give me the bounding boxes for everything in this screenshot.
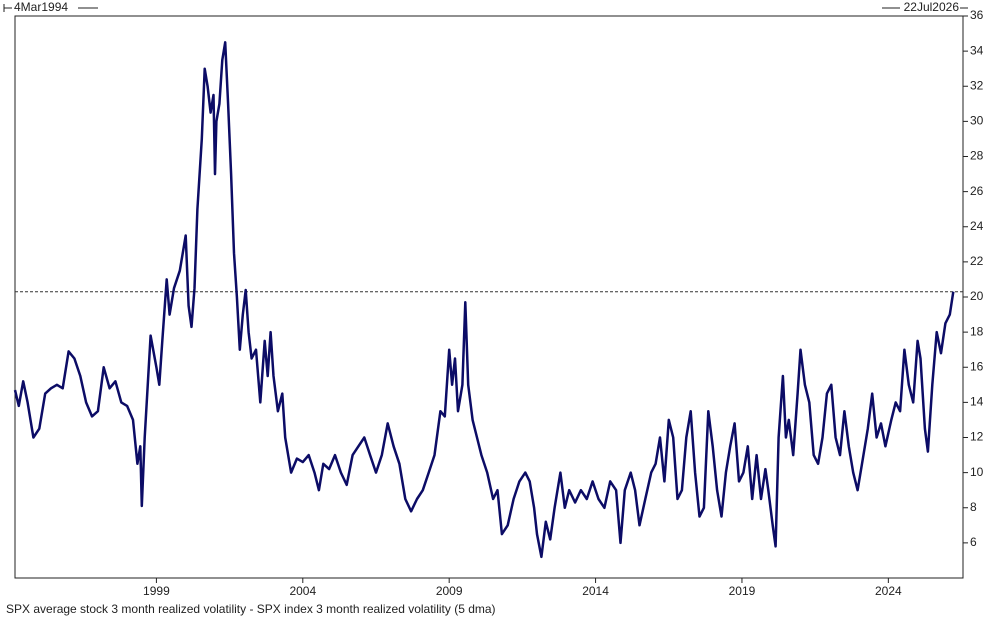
y-tick-label: 8 (970, 500, 977, 514)
y-tick-label: 16 (970, 359, 984, 373)
y-tick-label: 24 (970, 219, 984, 233)
x-tick-label: 2019 (729, 584, 756, 598)
series-label: SPX average stock 3 month realized volat… (6, 602, 496, 616)
y-tick-label: 14 (970, 395, 984, 409)
y-tick-label: 36 (970, 8, 984, 22)
y-tick-label: 20 (970, 289, 984, 303)
y-tick-label: 6 (970, 535, 977, 549)
y-tick-label: 34 (970, 43, 984, 57)
line-series (13, 41, 955, 559)
y-tick-label: 22 (970, 254, 984, 268)
y-tick-label: 18 (970, 324, 984, 338)
y-tick-label: 12 (970, 430, 984, 444)
x-tick-label: 2024 (875, 584, 902, 598)
y-tick-label: 26 (970, 184, 984, 198)
x-tick-label: 2009 (436, 584, 463, 598)
y-tick-label: 10 (970, 465, 984, 479)
x-tick-label: 2004 (289, 584, 316, 598)
x-tick-label: 1999 (143, 584, 170, 598)
start-label: 4Mar1994 (14, 0, 68, 14)
y-tick-label: 28 (970, 149, 984, 163)
x-tick-label: 2014 (582, 584, 609, 598)
y-tick-label: 32 (970, 78, 984, 92)
end-label: 22Jul2026 (904, 0, 960, 14)
y-tick-label: 30 (970, 114, 984, 128)
plot-frame (14, 15, 964, 579)
